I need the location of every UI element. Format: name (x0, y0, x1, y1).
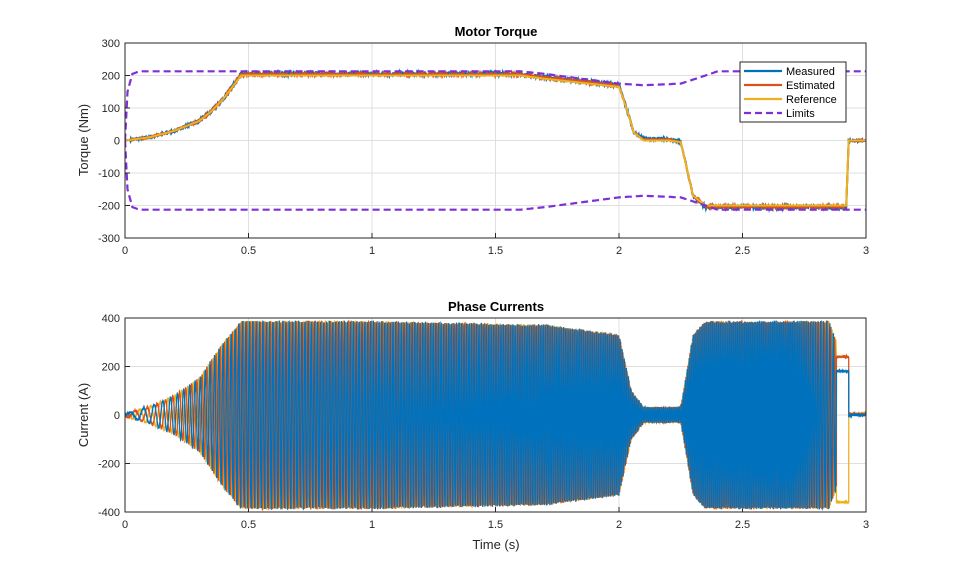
plot-area (125, 319, 866, 512)
x-tick-label: 0.5 (241, 245, 256, 257)
legend-entry-measured: Measured (786, 66, 835, 78)
x-tick-label: 1 (369, 245, 375, 257)
y-axis-label: Torque (Nm) (76, 104, 91, 176)
x-axis-label: Time (s) (472, 537, 519, 552)
series-line-reference (125, 74, 866, 207)
x-tick-label: 2 (616, 519, 622, 531)
y-tick-label: -200 (98, 459, 120, 471)
y-tick-label: 100 (102, 103, 120, 115)
x-tick-label: 2.5 (735, 245, 750, 257)
y-tick-label: 400 (102, 313, 120, 325)
x-tick-label: 0 (122, 519, 128, 531)
y-tick-label: -400 (98, 507, 120, 519)
axes-phase-currents: Phase Currents Current (A) Time (s) 0 0.5… (76, 299, 869, 552)
legend-entry-estimated: Estimated (786, 80, 835, 92)
y-tick-label: -200 (98, 201, 120, 213)
y-tick-label: -300 (98, 233, 120, 245)
axes-box (124, 317, 867, 513)
y-tick-label: 200 (102, 362, 120, 374)
y-tick-label: 300 (102, 38, 120, 50)
y-tick-label: 0 (114, 410, 120, 422)
series-line-limits-lower (125, 140, 866, 211)
axes-box (124, 42, 867, 239)
y-axis-label: Current (A) (76, 383, 91, 447)
plot-area (125, 68, 866, 214)
chart-title: Phase Currents (448, 299, 544, 314)
axes-motor-torque: Motor Torque Torque (Nm) 0 0.5 1 1.5 2 2.5 3 -3… (76, 24, 869, 257)
x-tick-label: 2 (616, 245, 622, 257)
x-tick-label: 1.5 (488, 245, 503, 257)
legend-entry-reference: Reference (786, 94, 837, 106)
phase-current-line-1 (125, 320, 866, 512)
series-line-limits (125, 70, 866, 141)
legend: Measured Estimated Reference Limits (739, 61, 847, 123)
x-tick-label: 0.5 (241, 519, 256, 531)
y-tick-label: 0 (114, 136, 120, 148)
x-tick-label: 3 (863, 245, 869, 257)
y-tick-label: 200 (102, 71, 120, 83)
legend-entry-limits: Limits (786, 108, 815, 120)
x-tick-label: 3 (863, 519, 869, 531)
chart-title: Motor Torque (455, 24, 538, 39)
y-tick-label: -100 (98, 168, 120, 180)
x-tick-label: 2.5 (735, 519, 750, 531)
x-tick-label: 0 (122, 245, 128, 257)
x-tick-label: 1.5 (488, 519, 503, 531)
x-tick-label: 1 (369, 519, 375, 531)
